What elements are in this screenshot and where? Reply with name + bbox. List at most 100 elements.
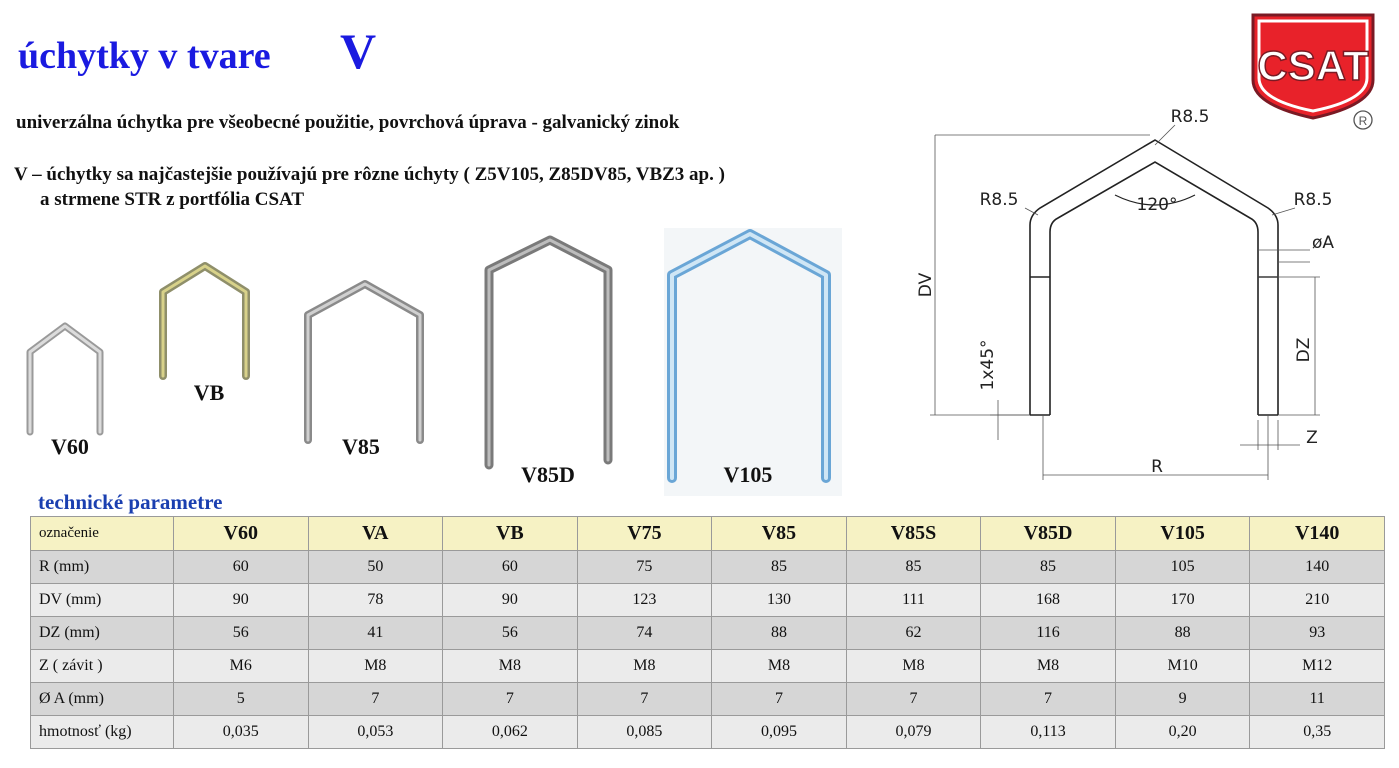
table-cell: 123 bbox=[576, 583, 713, 617]
table-cell: 111 bbox=[845, 583, 982, 617]
table-cell: V60 bbox=[173, 516, 309, 551]
table-cell: DZ (mm) bbox=[30, 616, 174, 650]
table-cell: 7 bbox=[980, 682, 1116, 716]
table-cell: 62 bbox=[845, 616, 982, 650]
diagram-label: 120° bbox=[1137, 195, 1178, 215]
table-cell: 11 bbox=[1249, 682, 1385, 716]
table-cell: Ø A (mm) bbox=[30, 682, 174, 716]
table-cell: 0,079 bbox=[845, 715, 982, 749]
table-cell: 0,113 bbox=[980, 715, 1116, 749]
table-row: označenie V60 VA VB V75 V85 V85S V85D V105 V140 bbox=[30, 516, 1385, 551]
table-cell: M8 bbox=[711, 649, 847, 683]
product-label: V85D bbox=[521, 462, 575, 487]
table-cell: 0,062 bbox=[442, 715, 578, 749]
title: úchytky v tvare bbox=[18, 35, 271, 77]
diagram-label: DZ bbox=[1294, 338, 1314, 363]
technical-drawing bbox=[930, 124, 1320, 480]
table-cell: M8 bbox=[576, 649, 713, 683]
table-cell: 170 bbox=[1114, 583, 1251, 617]
table-cell: 7 bbox=[307, 682, 444, 716]
table-cell: 116 bbox=[980, 616, 1116, 650]
product-label: V85 bbox=[342, 434, 380, 459]
diagram-label: øA bbox=[1312, 233, 1334, 253]
table-cell: 50 bbox=[307, 550, 444, 584]
table-cell: DV (mm) bbox=[30, 583, 174, 617]
table-cell: 140 bbox=[1249, 550, 1385, 584]
table-cell: M10 bbox=[1114, 649, 1251, 683]
table-cell: M8 bbox=[442, 649, 578, 683]
table-cell: 0,20 bbox=[1114, 715, 1251, 749]
table-cell: 168 bbox=[980, 583, 1116, 617]
table-cell: 105 bbox=[1114, 550, 1251, 584]
table-cell: VB bbox=[442, 516, 578, 551]
table-cell: 0,053 bbox=[307, 715, 444, 749]
logo-text: CSAT bbox=[1257, 42, 1369, 89]
table-cell: 7 bbox=[442, 682, 578, 716]
table-cell: M8 bbox=[307, 649, 444, 683]
table-cell: 60 bbox=[173, 550, 309, 584]
table-cell: 9 bbox=[1114, 682, 1251, 716]
table-cell: 90 bbox=[173, 583, 309, 617]
table-cell: 7 bbox=[711, 682, 847, 716]
table-cell: hmotnosť (kg) bbox=[30, 715, 174, 749]
table-cell: 210 bbox=[1249, 583, 1385, 617]
diagram-label: R8.5 bbox=[1294, 190, 1333, 210]
table-cell: 130 bbox=[711, 583, 847, 617]
table-cell: 90 bbox=[442, 583, 578, 617]
table-cell: 0,095 bbox=[711, 715, 847, 749]
table-cell: V85D bbox=[980, 516, 1116, 551]
table-row: Ø A (mm) 5 7 7 7 7 7 7 9 11 bbox=[30, 682, 1385, 716]
table-cell: Z ( závit ) bbox=[30, 649, 174, 683]
table-cell: 0,35 bbox=[1249, 715, 1385, 749]
diagram-label: R8.5 bbox=[980, 190, 1019, 210]
table-row: hmotnosť (kg) 0,035 0,053 0,062 0,085 0,095 0,… bbox=[30, 715, 1385, 749]
table-row: Z ( závit ) M6 M8 M8 M8 M8 M8 M8 M10 M12 bbox=[30, 649, 1385, 683]
table-cell: 88 bbox=[1114, 616, 1251, 650]
title-letter: V bbox=[340, 23, 376, 79]
table-cell: VA bbox=[307, 516, 444, 551]
table-row: DV (mm) 90 78 90 123 130 111 168 170 210 bbox=[30, 583, 1385, 617]
table-cell: V85S bbox=[845, 516, 982, 551]
parameters-table: označenie V60 VA VB V75 V85 V85S V85D V105 V140 R … bbox=[30, 516, 1385, 749]
registered-mark: R bbox=[1359, 114, 1368, 128]
product-label: VB bbox=[194, 380, 225, 405]
product-label: V60 bbox=[51, 434, 89, 459]
table-cell: 78 bbox=[307, 583, 444, 617]
diagram-label: R bbox=[1151, 457, 1163, 477]
table-cell: 74 bbox=[576, 616, 713, 650]
intro-line: univerzálna úchytka pre všeobecné použit… bbox=[16, 112, 680, 133]
table-cell: 0,085 bbox=[576, 715, 713, 749]
table-row: DZ (mm) 56 41 56 74 88 62 116 88 93 bbox=[30, 616, 1385, 650]
table-cell: označenie bbox=[30, 516, 174, 551]
table-row: R (mm) 60 50 60 75 85 85 85 105 140 bbox=[30, 550, 1385, 584]
table-cell: M12 bbox=[1249, 649, 1385, 683]
table-cell: 7 bbox=[845, 682, 982, 716]
table-cell: 56 bbox=[442, 616, 578, 650]
table-cell: 0,035 bbox=[173, 715, 309, 749]
table-cell: 41 bbox=[307, 616, 444, 650]
intro-line: a strmene STR z portfólia CSAT bbox=[40, 189, 304, 210]
table-cell: V85 bbox=[711, 516, 847, 551]
table-cell: V140 bbox=[1249, 516, 1385, 551]
table-cell: 93 bbox=[1249, 616, 1385, 650]
table-cell: M8 bbox=[845, 649, 982, 683]
product-shapes bbox=[26, 228, 842, 496]
table-cell: 60 bbox=[442, 550, 578, 584]
table-cell: V75 bbox=[576, 516, 713, 551]
table-cell: R (mm) bbox=[30, 550, 174, 584]
table-cell: M8 bbox=[980, 649, 1116, 683]
intro-line: V – úchytky sa najčastejšie používajú pr… bbox=[14, 164, 725, 185]
diagram-label: Z bbox=[1306, 428, 1318, 448]
table-cell: 85 bbox=[980, 550, 1116, 584]
table-cell: 7 bbox=[576, 682, 713, 716]
product-label: V105 bbox=[724, 462, 773, 487]
logo: CSAT R bbox=[1251, 13, 1375, 130]
table-title: technické parametre bbox=[38, 490, 222, 514]
table-cell: 75 bbox=[576, 550, 713, 584]
table-cell: 85 bbox=[845, 550, 982, 584]
table-cell: 88 bbox=[711, 616, 847, 650]
diagram-label: DV bbox=[916, 272, 936, 297]
diagram-label: 1x45° bbox=[978, 339, 998, 390]
